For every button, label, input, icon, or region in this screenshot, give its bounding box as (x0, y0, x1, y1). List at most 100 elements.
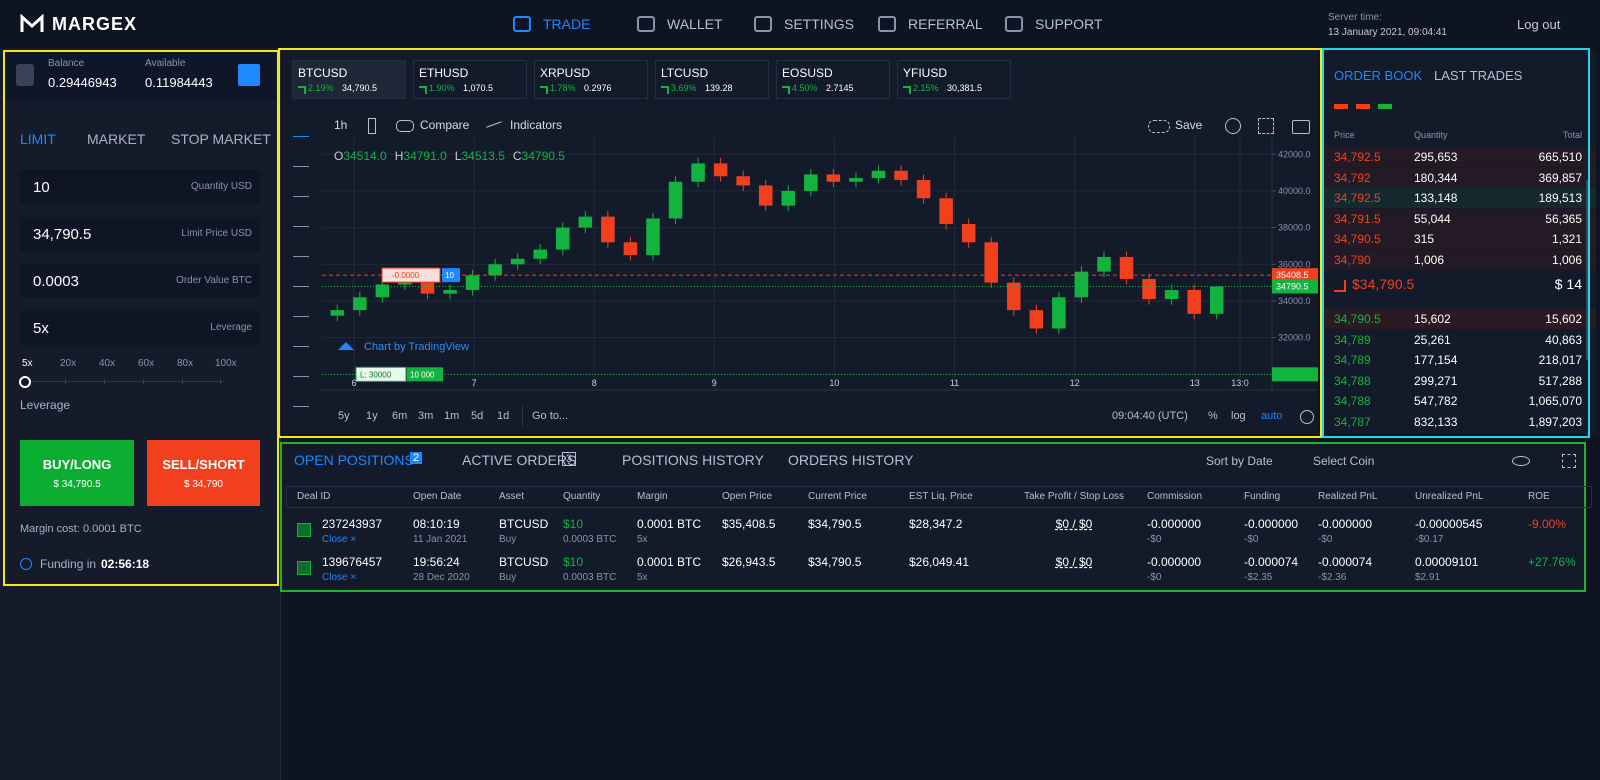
camera-icon[interactable] (1292, 120, 1310, 134)
range-button[interactable]: 1m (444, 410, 460, 422)
orderbook-row[interactable] (1324, 350, 1596, 371)
leverage-step[interactable]: 100x (215, 358, 237, 369)
orderbook-row[interactable] (1324, 147, 1596, 167)
column-header[interactable]: Open Price (722, 491, 773, 502)
range-button[interactable]: 5y (338, 410, 350, 422)
column-header[interactable]: Realized PnL (1318, 491, 1378, 502)
sort-dropdown[interactable]: Sort by Date (1206, 454, 1273, 468)
cell-value[interactable]: $0 / $0 (1055, 555, 1093, 569)
log-toggle[interactable]: log (1231, 410, 1246, 422)
drawing-tool[interactable] (293, 360, 309, 377)
order-type-tab[interactable]: STOP MARKET (171, 131, 271, 147)
buy-button[interactable] (20, 440, 134, 506)
chart-settings-icon[interactable] (1300, 410, 1314, 424)
expand-icon[interactable] (1562, 454, 1576, 468)
column-header[interactable]: Open Date (413, 491, 462, 502)
range-button[interactable]: 6m (392, 410, 408, 422)
input-field[interactable] (20, 170, 260, 204)
orderbook-row[interactable] (1324, 412, 1596, 432)
goto-button[interactable]: Go to... (532, 410, 569, 422)
drawing-tool[interactable] (293, 390, 309, 407)
leverage-step[interactable]: 60x (138, 358, 155, 369)
input-field[interactable] (20, 264, 260, 298)
order-type-tab[interactable]: MARKET (87, 131, 146, 147)
ticker-card[interactable] (776, 60, 890, 99)
orderbook-row[interactable] (1324, 329, 1596, 350)
book-view-toggle[interactable] (1356, 104, 1370, 109)
nav-item[interactable]: TRADE (543, 16, 591, 32)
close-button[interactable]: Close × (322, 572, 357, 583)
leverage-step[interactable]: 40x (99, 358, 116, 369)
range-button[interactable]: 3m (418, 410, 434, 422)
input-field[interactable] (20, 217, 260, 251)
drawing-tool[interactable] (293, 180, 309, 197)
compare-button[interactable]: Compare (420, 118, 470, 132)
range-button[interactable]: 1y (366, 410, 378, 422)
column-header[interactable]: Take Profit / Stop Loss (1024, 491, 1125, 502)
order-type-tab[interactable]: LIMIT (20, 131, 56, 147)
close-button[interactable]: Close × (322, 534, 357, 545)
auto-toggle[interactable]: auto (1261, 410, 1283, 422)
orderbook-tab[interactable]: LAST TRADES (1434, 68, 1523, 83)
column-header[interactable]: Unrealized PnL (1415, 491, 1484, 502)
leverage-step[interactable]: 80x (177, 358, 194, 369)
leverage-step[interactable]: 20x (60, 358, 77, 369)
column-header[interactable]: EST Liq. Price (909, 491, 973, 502)
drawing-tool[interactable] (293, 150, 309, 167)
coin-dropdown[interactable]: Select Coin (1313, 454, 1375, 468)
cell-value[interactable]: $0 / $0 (1055, 517, 1093, 531)
save-button[interactable]: Save (1175, 118, 1203, 132)
ticker-card[interactable] (292, 60, 406, 99)
column-header[interactable]: ROE (1528, 491, 1550, 502)
drawing-tool[interactable] (293, 270, 309, 287)
drawing-tool[interactable] (293, 330, 309, 347)
orderbook-row[interactable] (1324, 309, 1596, 329)
column-header[interactable]: Current Price (808, 491, 867, 502)
range-button[interactable]: 1d (497, 410, 510, 422)
orderbook-row[interactable] (1324, 188, 1596, 209)
leverage-step[interactable]: 5x (22, 358, 33, 369)
positions-tab[interactable]: ORDERS HISTORY (788, 452, 914, 468)
logout-link[interactable]: Log out (1517, 17, 1561, 32)
column-header[interactable]: Commission (1147, 491, 1203, 502)
drawing-tool[interactable] (293, 240, 309, 257)
column-header[interactable]: Quantity (563, 491, 601, 502)
orderbook-row[interactable] (1324, 167, 1596, 188)
orderbook-row[interactable] (1324, 208, 1596, 229)
input-field[interactable] (20, 311, 260, 345)
deposit-button[interactable] (238, 64, 260, 86)
ticker-card[interactable] (413, 60, 527, 99)
nav-item[interactable]: SUPPORT (1035, 16, 1103, 32)
column-header[interactable]: Asset (499, 491, 525, 502)
positions-tab[interactable]: ACTIVE ORDERS (462, 452, 577, 468)
column-header[interactable]: Deal ID (297, 491, 331, 502)
percent-toggle[interactable]: % (1208, 410, 1218, 422)
orderbook-row[interactable] (1324, 370, 1596, 391)
orderbook-row[interactable] (1324, 250, 1596, 270)
column-header[interactable]: Funding (1244, 491, 1281, 502)
interval-button[interactable]: 1h (334, 118, 348, 132)
orderbook-row[interactable] (1324, 229, 1596, 250)
book-view-toggle[interactable] (1378, 104, 1392, 109)
positions-tab[interactable]: POSITIONS HISTORY (622, 452, 764, 468)
nav-item[interactable]: SETTINGS (784, 16, 855, 32)
sell-button[interactable] (147, 440, 260, 506)
settings-icon[interactable] (1225, 118, 1241, 134)
nav-item[interactable]: REFERRAL (908, 16, 983, 32)
view-icon[interactable] (1512, 456, 1530, 466)
book-view-toggle[interactable] (1334, 104, 1348, 109)
column-header[interactable]: Margin (637, 491, 668, 502)
drawing-tool[interactable] (293, 120, 309, 137)
orderbook-tab[interactable]: ORDER BOOK (1334, 68, 1423, 83)
ticker-card[interactable] (897, 60, 1011, 99)
positions-tab[interactable]: OPEN POSITIONS (294, 452, 414, 468)
fullscreen-icon[interactable] (1258, 118, 1274, 134)
ticker-card[interactable] (534, 60, 648, 99)
ticker-card[interactable] (655, 60, 769, 99)
drawing-tool[interactable] (293, 300, 309, 317)
nav-item[interactable]: WALLET (667, 16, 723, 32)
leverage-knob[interactable] (19, 376, 31, 388)
drawing-tool[interactable] (293, 210, 309, 227)
range-button[interactable]: 5d (471, 410, 484, 422)
orderbook-row[interactable] (1324, 391, 1596, 412)
